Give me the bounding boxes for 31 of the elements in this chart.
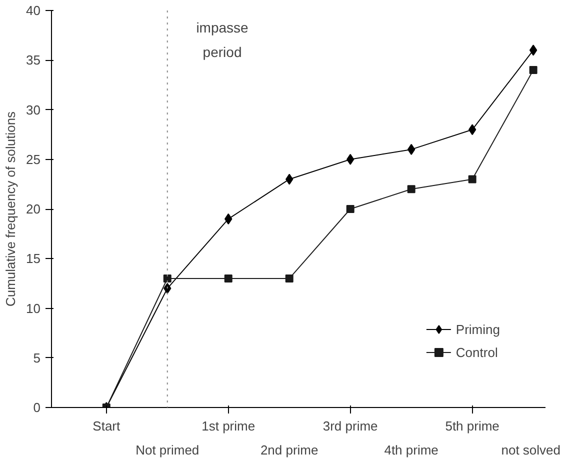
y-tick-label: 15 [26,251,41,266]
point [529,66,538,74]
legend-label: Priming [456,322,500,336]
point [468,175,476,184]
point [163,274,172,282]
y-tick-label: 30 [26,102,41,118]
point [285,274,294,282]
annotation: impasse period [196,19,249,60]
x-tick-label: 4th prime [384,442,438,458]
point [346,205,354,213]
point [224,274,232,282]
point [407,144,416,155]
x-tick-label: 2nd prime [260,442,318,458]
y-tick-label: 0 [33,400,41,415]
x-tick-label: 5th prime [445,418,500,434]
y-tick-label: 5 [33,350,41,366]
legend-label: Control [456,344,498,360]
y-tick-label: 10 [26,300,41,316]
point [407,185,416,194]
x-tick-label: not solved [501,442,561,458]
y-tick-label: 25 [26,152,41,167]
point [468,124,476,136]
y-axis-title: Cumulative frequency of solutions [3,110,18,307]
x-tick-label: Not primed [136,442,200,458]
x-tick-label: 3rd prime [322,418,378,434]
x-tick-label: 1st prime [202,418,256,434]
y-tick-label: 40 [26,3,41,18]
y-tick-label: 20 [26,202,41,216]
x-tick-label: Start [92,418,121,434]
point [529,44,538,56]
y-tick-label: 35 [26,52,41,68]
